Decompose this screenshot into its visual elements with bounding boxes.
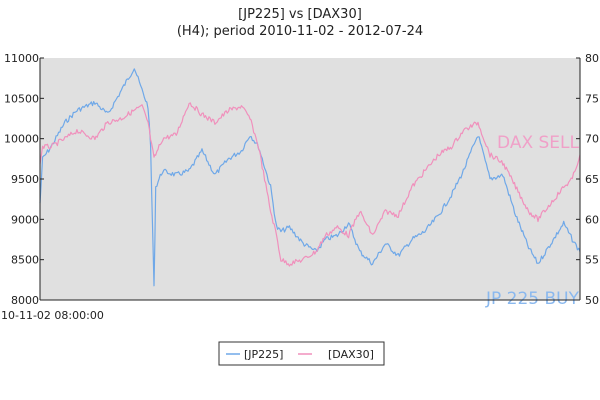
left-tick-label: 11000 <box>4 52 39 65</box>
left-tick-label: 10500 <box>4 92 39 105</box>
legend: [JP225] [DAX30] <box>218 341 385 366</box>
left-tick-label: 9500 <box>11 173 39 186</box>
legend-label-jp225: [JP225] <box>244 348 283 361</box>
annotation-jp225-buy: JP 225 BUY <box>485 289 580 309</box>
plot-area <box>40 58 580 300</box>
right-tick-label: 80 <box>585 52 599 65</box>
left-tick-label: 8500 <box>11 254 39 267</box>
left-axis-ticks: 8000 8500 9000 9500 10000 10500 11000 <box>4 52 44 307</box>
legend-label-dax30: [DAX30] <box>328 348 374 361</box>
chart-subtitle: (H4); period 2010-11-02 - 2012-07-24 <box>177 24 423 39</box>
right-axis-ticks: 50 55 60 65 70 75 80 <box>576 52 599 307</box>
chart-title: [JP225] vs [DAX30] <box>238 7 362 22</box>
left-tick-label: 9000 <box>11 213 39 226</box>
series-line-jp225 <box>39 68 581 287</box>
x-tick-label-start: 10-11-02 08:00:00 <box>1 309 104 322</box>
series-line-dax30 <box>39 102 581 267</box>
right-tick-label: 70 <box>585 133 599 146</box>
right-tick-label: 75 <box>585 92 599 105</box>
right-tick-label: 50 <box>585 294 599 307</box>
series-group <box>39 68 581 287</box>
left-tick-label: 8000 <box>11 294 39 307</box>
annotation-dax-sell: DAX SELL <box>497 133 579 153</box>
right-tick-label: 65 <box>585 173 599 186</box>
right-tick-label: 55 <box>585 254 599 267</box>
right-tick-label: 60 <box>585 213 599 226</box>
left-tick-label: 10000 <box>4 133 39 146</box>
